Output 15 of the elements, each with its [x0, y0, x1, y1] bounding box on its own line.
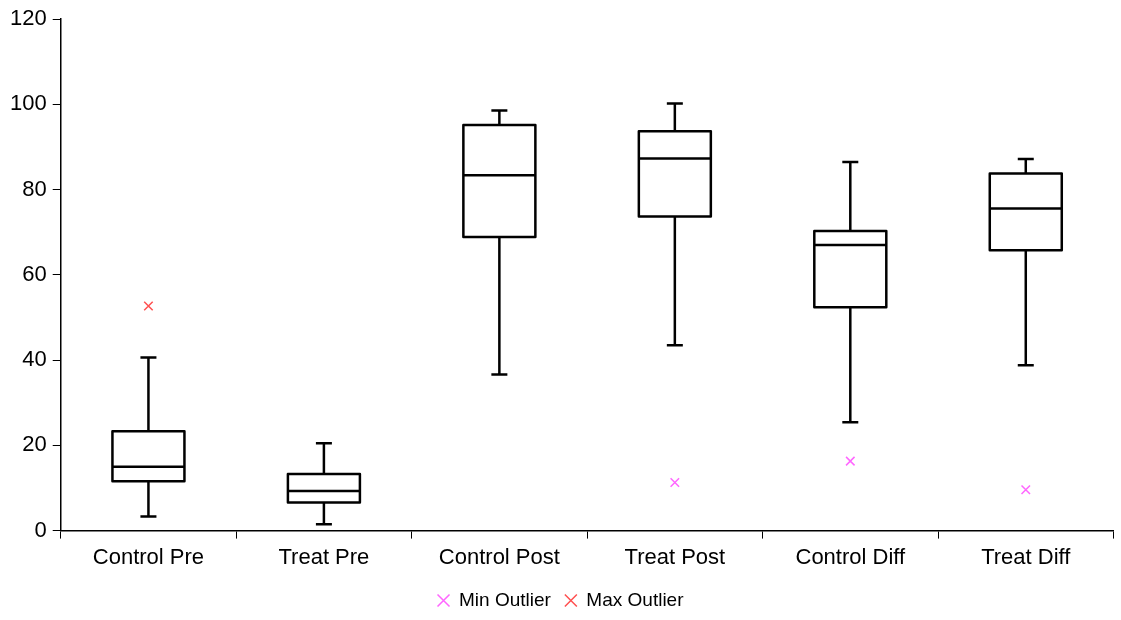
- y-tick-label: 20: [22, 431, 47, 457]
- y-tick-label: 0: [34, 516, 47, 542]
- y-tick-label: 100: [9, 90, 47, 116]
- x-tick-label: Control Pre: [92, 543, 205, 569]
- legend-label: Min Outlier: [459, 588, 552, 610]
- x-tick-label: Control Post: [438, 543, 560, 569]
- x-tick-label: Control Diff: [795, 543, 906, 569]
- y-tick-label: 80: [22, 175, 47, 201]
- x-tick-label: Treat Diff: [981, 543, 1072, 569]
- x-tick-label: Treat Post: [624, 543, 726, 569]
- y-tick-label: 40: [22, 346, 47, 372]
- y-tick-label: 120: [9, 5, 47, 31]
- legend-label: Max Outlier: [586, 588, 685, 610]
- x-tick-label: Treat Pre: [278, 543, 370, 569]
- y-tick-label: 60: [22, 260, 47, 286]
